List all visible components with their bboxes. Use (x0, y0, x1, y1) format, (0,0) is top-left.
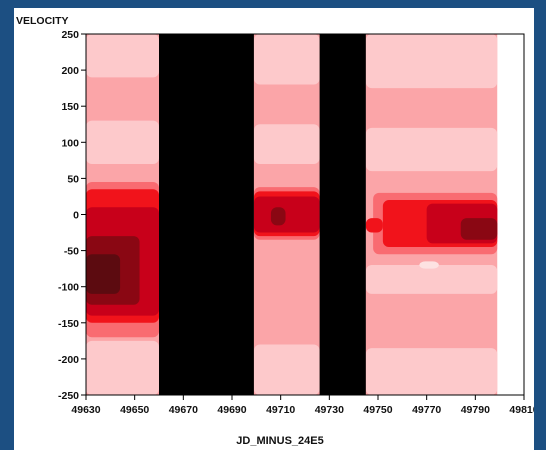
heatmap-region-strong (365, 218, 383, 233)
heatmap-region-light (253, 124, 320, 164)
y-tick-label: 0 (73, 210, 79, 222)
heatmap-region-light (365, 34, 498, 89)
y-tick-label: 100 (61, 137, 79, 149)
x-tick-label: 49730 (315, 404, 344, 416)
y-axis-label: VELOCITY (16, 15, 69, 27)
x-tick-label: 49690 (217, 404, 246, 416)
heatmap-region-highlight (419, 261, 439, 269)
heatmap-region-dark (253, 196, 320, 233)
y-tick-label: 150 (61, 101, 79, 113)
heatmap-region-light (86, 120, 159, 164)
masked-interval (159, 34, 254, 395)
heatmap-region-light (365, 265, 498, 294)
y-tick-label: -200 (58, 354, 79, 366)
heatmap-region-light (365, 348, 498, 395)
y-tick-label: -100 (58, 282, 79, 294)
y-tick-label: -50 (64, 246, 79, 258)
heatmap-region-light (365, 127, 498, 172)
heatmap-region-light (86, 340, 159, 395)
chart-panel: VELOCITY JD_MINUS_24E5 250 200 150 100 50 0 -5… (14, 8, 534, 450)
heatmap-region-darker (460, 218, 498, 240)
x-tick-label: 49670 (169, 404, 198, 416)
y-tick-label: 200 (61, 65, 79, 77)
x-tick-label: 49710 (266, 404, 295, 416)
y-tick-label: 50 (67, 173, 79, 185)
heatmap-region-light (253, 34, 320, 85)
heatmap-region-darker (270, 207, 286, 226)
x-tick-label: 49750 (363, 404, 392, 416)
heatmap-region-darkest (86, 254, 121, 294)
heatmap-region-light (253, 344, 320, 395)
x-tick-label: 49650 (120, 404, 149, 416)
x-tick-label: 49810 (509, 404, 534, 416)
x-tick-label: 49770 (412, 404, 441, 416)
x-axis-label: JD_MINUS_24E5 (236, 435, 323, 447)
x-tick-label: 49790 (461, 404, 490, 416)
x-tick-label: 49630 (71, 404, 100, 416)
y-tick-label: -250 (58, 390, 79, 402)
masked-interval (319, 34, 366, 395)
y-tick-label: 250 (61, 29, 79, 41)
plot-area (86, 34, 524, 395)
axes: 250 200 150 100 50 0 -50 -100 -150 -200 -250 49630 4… (58, 29, 534, 416)
y-tick-label: -150 (58, 318, 79, 330)
heatmap-region-light (86, 34, 159, 78)
velocity-heatmap-chart: VELOCITY JD_MINUS_24E5 250 200 150 100 50 0 -5… (16, 15, 534, 447)
